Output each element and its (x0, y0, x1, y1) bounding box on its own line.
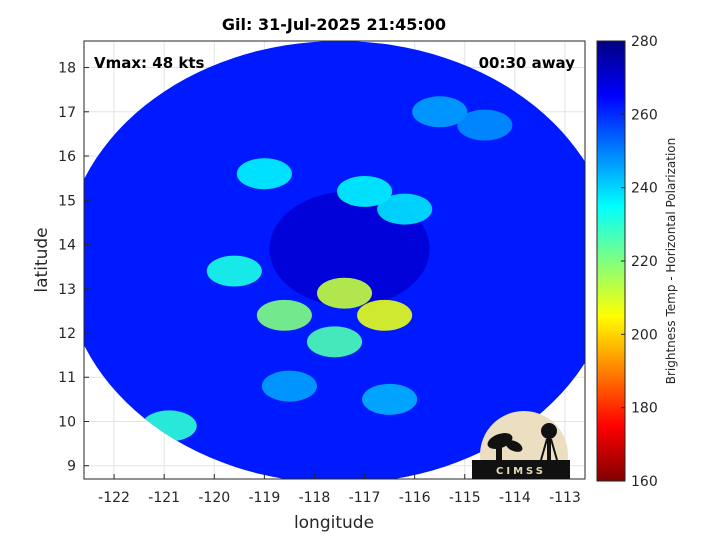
colorbar-label: Brightness Temp - Horizontal Polarizatio… (664, 138, 678, 385)
colorbar-tick-label: 200 (631, 327, 658, 343)
swath-image (84, 41, 585, 479)
y-axis-label: latitude (32, 227, 52, 292)
x-axis: -122 -121 -120 -119 -118 -117 -116 -115 -114 -113 (98, 474, 581, 506)
cimss-logo-text: CIMSS (496, 466, 546, 477)
tb-feature (457, 109, 513, 141)
tb-feature (236, 158, 292, 190)
x-axis-label: longitude (294, 513, 374, 533)
y-tick-label: 13 (58, 282, 76, 298)
vmax-annotation: Vmax: 48 kts (94, 54, 204, 72)
x-tick-label: -114 (499, 490, 531, 506)
tb-feature (261, 370, 317, 402)
colorbar-tick-label: 260 (631, 107, 658, 123)
x-tick-label: -117 (349, 490, 381, 506)
colorbar-tick-label: 240 (631, 181, 658, 197)
x-tick-label: -118 (299, 490, 331, 506)
x-tick-label: -121 (148, 490, 180, 506)
y-tick-label: 12 (58, 326, 76, 342)
y-tick-label: 15 (58, 193, 76, 209)
x-tick-label: -120 (198, 490, 230, 506)
colorbar-tick-label: 160 (631, 474, 658, 490)
tb-feature (377, 193, 433, 225)
colorbar-tick-label: 280 (631, 34, 658, 50)
x-tick-label: -115 (449, 490, 481, 506)
y-axis: 9 10 11 12 13 14 15 16 17 18 (58, 61, 89, 475)
tb-feature (337, 175, 393, 207)
colorbar-tick-label: 180 (631, 401, 658, 417)
x-tick-label: -122 (98, 490, 130, 506)
y-tick-label: 17 (58, 105, 76, 121)
tb-feature (357, 299, 413, 331)
x-tick-label: -119 (248, 490, 280, 506)
colorbar-ticks: 160 180 200 220 240 260 280 (621, 34, 658, 490)
tb-feature (206, 255, 262, 287)
y-tick-label: 14 (58, 238, 76, 254)
y-tick-label: 18 (58, 61, 76, 77)
y-tick-label: 10 (58, 414, 76, 430)
tb-feature (412, 96, 468, 128)
tb-feature (256, 299, 312, 331)
colorbar (596, 40, 626, 482)
time-away-annotation: 00:30 away (479, 54, 576, 72)
tb-feature (306, 326, 363, 358)
y-tick-label: 16 (58, 149, 76, 165)
x-tick-label: -113 (549, 490, 581, 506)
tb-feature (362, 383, 418, 415)
cimss-logo: CIMSS (472, 411, 570, 479)
colorbar-tick-label: 220 (631, 254, 658, 270)
x-tick-label: -116 (399, 490, 431, 506)
tb-feature (316, 277, 373, 309)
chart-title: Gil: 31-Jul-2025 21:45:00 (222, 15, 446, 34)
y-tick-label: 11 (58, 370, 76, 386)
y-tick-label: 9 (67, 459, 76, 475)
plot-frame (83, 40, 586, 480)
